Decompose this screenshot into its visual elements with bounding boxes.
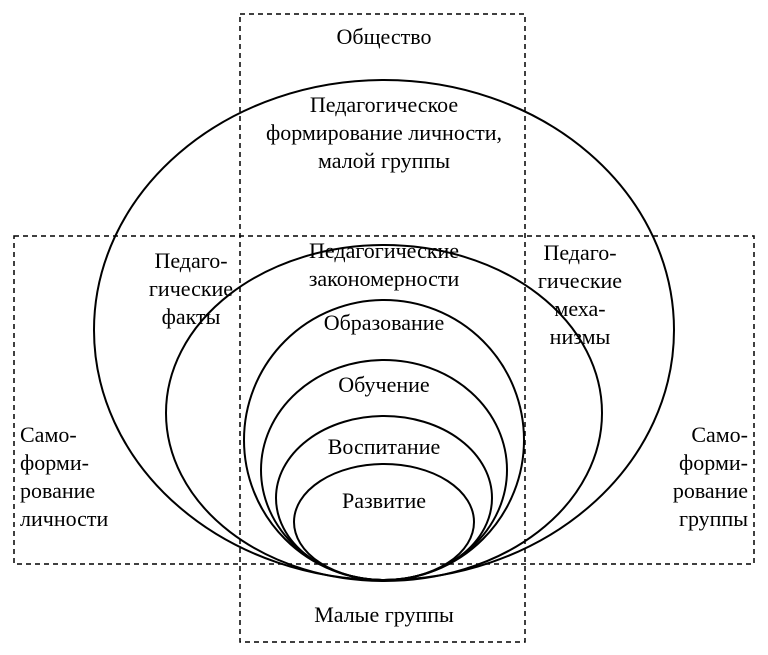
label-small-groups: Малые группы bbox=[314, 602, 454, 627]
label-self-left-1: форми- bbox=[20, 450, 89, 475]
label-upbringing: Воспитание bbox=[328, 434, 441, 459]
label-self-left-2: рование bbox=[20, 478, 95, 503]
label-mech-3: низмы bbox=[550, 324, 611, 349]
label-self-left-3: личности bbox=[20, 506, 109, 531]
label-outer-1: формирование личности, bbox=[266, 120, 502, 145]
label-outer-2: малой группы bbox=[318, 148, 450, 173]
pedagogy-concentric-diagram: Общество Педагогическое формирование лично… bbox=[0, 0, 768, 655]
label-self-left-0: Само- bbox=[20, 422, 77, 447]
label-self-right-2: рование bbox=[673, 478, 748, 503]
label-facts-1: гические bbox=[149, 276, 233, 301]
label-self-right-1: форми- bbox=[679, 450, 748, 475]
label-patterns-0: Педагогические bbox=[309, 238, 459, 263]
label-self-right-0: Само- bbox=[691, 422, 748, 447]
label-education: Образование bbox=[324, 310, 445, 335]
label-mech-0: Педаго- bbox=[543, 240, 616, 265]
label-facts-2: факты bbox=[162, 304, 221, 329]
label-outer-0: Педагогическое bbox=[310, 92, 458, 117]
label-society: Общество bbox=[337, 24, 432, 49]
ellipse-development bbox=[294, 464, 474, 580]
label-mech-2: меха- bbox=[554, 296, 605, 321]
label-facts-0: Педаго- bbox=[154, 248, 227, 273]
label-mech-1: гические bbox=[538, 268, 622, 293]
label-patterns-1: закономерности bbox=[309, 266, 460, 291]
label-development: Развитие bbox=[342, 488, 426, 513]
label-self-right-3: группы bbox=[679, 506, 748, 531]
label-training: Обучение bbox=[338, 372, 429, 397]
